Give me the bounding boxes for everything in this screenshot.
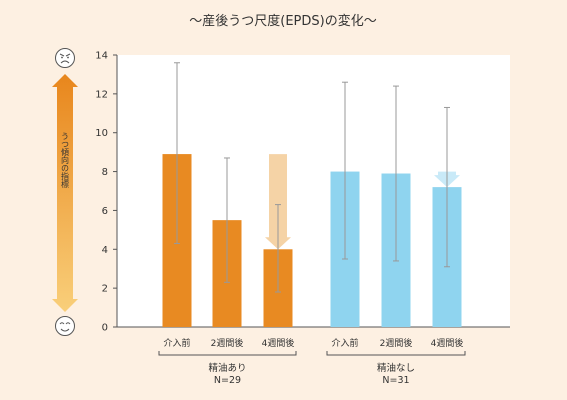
face-mouth [60,60,70,64]
face-outline [55,48,75,68]
y-tick-label: 6 [102,206,108,217]
y-tick-label: 0 [102,323,108,334]
happy-face-icon [55,316,75,336]
group-label: 精油なし [377,362,415,374]
face-eye [65,322,71,325]
category-label: 介入前 [331,337,358,349]
y-tick-label: 2 [102,284,108,295]
category-label: 2週間後 [211,337,244,349]
side-label: うつ傾向の指標 [61,132,70,189]
change-arrow [265,154,291,250]
group-label: 精油あり [208,362,246,374]
category-label: 介入前 [163,337,190,349]
y-tick-label: 10 [95,128,108,139]
sad-face-icon [55,48,75,68]
face-eye [61,56,63,59]
face-eye [59,322,65,325]
depression-scale-arrow [52,74,78,312]
category-label: 2週間後 [380,337,413,349]
y-tick-label: 8 [102,167,108,178]
category-label: 4週間後 [262,337,295,349]
face-mouth [60,328,70,332]
y-tick-label: 14 [95,51,108,62]
face-brow [59,53,65,57]
y-tick-label: 12 [95,89,108,100]
face-outline [55,316,75,336]
group-bracket [158,351,297,356]
group-bracket [326,351,466,356]
face-eye [67,56,69,59]
group-n-label: N=29 [214,375,241,386]
face-brow [65,53,71,57]
category-label: 4週間後 [431,337,464,349]
chart-title: 〜産後うつ尺度(EPDS)の変化〜 [189,13,376,29]
group-n-label: N=31 [382,375,409,386]
y-tick-label: 4 [102,245,108,256]
